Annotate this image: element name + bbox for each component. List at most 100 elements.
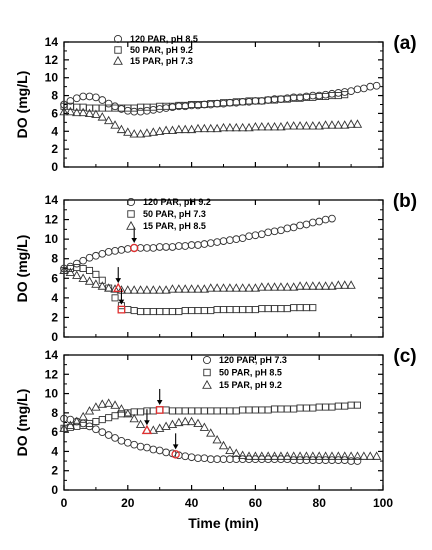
data-point	[92, 418, 100, 426]
data-point	[110, 120, 120, 129]
data-point	[97, 281, 107, 290]
data-point	[143, 443, 151, 452]
data-point	[116, 124, 127, 134]
y-axis-title: DO (mg/L)	[14, 71, 30, 139]
data-point	[314, 451, 324, 460]
legend-marker	[114, 46, 122, 54]
data-point	[264, 228, 273, 237]
data-point	[244, 451, 254, 460]
data-point	[276, 451, 286, 460]
x-tick-label: 20	[121, 496, 135, 510]
data-point	[142, 128, 152, 137]
data-point	[186, 284, 197, 293]
data-point	[104, 99, 113, 108]
data-point	[328, 89, 336, 98]
data-point	[232, 407, 240, 415]
data-point	[212, 283, 222, 292]
x-tick-label: 80	[313, 496, 327, 510]
panel-label: (a)	[393, 33, 416, 54]
data-point	[174, 242, 183, 250]
data-point	[79, 421, 87, 429]
data-point	[167, 125, 178, 134]
data-point	[161, 421, 171, 430]
data-point	[111, 102, 119, 111]
data-point	[167, 419, 178, 429]
data-point	[353, 401, 361, 409]
data-point	[155, 446, 164, 455]
data-point	[149, 407, 157, 415]
data-point	[149, 244, 158, 252]
data-point	[289, 223, 298, 232]
data-point	[193, 418, 203, 428]
highlighted-point	[129, 243, 139, 253]
y-tick-label: 14	[45, 35, 59, 49]
legend-marker	[127, 210, 135, 218]
data-point	[269, 121, 280, 131]
data-point	[301, 281, 312, 290]
x-tick-label: 0	[61, 496, 68, 510]
data-point	[314, 281, 324, 290]
data-point	[111, 104, 119, 112]
data-point	[186, 124, 197, 134]
legend-label: 50 PAR, pH 9.2	[130, 45, 193, 55]
data-point	[206, 123, 216, 133]
data-point	[130, 440, 139, 449]
data-point	[231, 122, 241, 132]
data-point	[226, 306, 234, 314]
y-tick-label: 2	[51, 464, 58, 478]
data-point	[174, 417, 184, 427]
data-point	[301, 121, 312, 130]
y-tick-label: 14	[45, 348, 59, 362]
data-point	[315, 403, 323, 411]
data-point	[264, 305, 272, 313]
data-point	[168, 308, 176, 316]
y-tick-label: 2	[51, 142, 58, 156]
legend-label: 120 PAR, pH 9.2	[143, 197, 211, 207]
data-point	[206, 455, 215, 463]
data-point	[213, 407, 221, 415]
data-point	[156, 406, 164, 414]
panel-label: (c)	[393, 346, 416, 367]
data-point	[111, 434, 119, 442]
data-point	[174, 284, 184, 293]
data-point	[59, 106, 69, 116]
data-point	[181, 242, 190, 250]
data-point	[129, 285, 139, 294]
y-tick-label: 10	[45, 387, 59, 401]
data-point	[321, 456, 330, 464]
data-point	[245, 306, 253, 314]
data-point	[366, 82, 375, 91]
data-point	[212, 435, 222, 444]
data-point	[199, 422, 210, 431]
data-point	[103, 398, 114, 407]
data-point	[104, 248, 113, 256]
data-point	[85, 92, 94, 101]
data-point	[346, 280, 356, 289]
data-point	[302, 304, 310, 312]
data-point	[277, 405, 285, 413]
annotation-arrow-head	[131, 237, 137, 243]
data-point	[72, 94, 81, 103]
data-point	[328, 214, 336, 223]
data-point	[162, 104, 170, 112]
data-point	[123, 408, 133, 418]
data-point	[237, 283, 248, 292]
data-point	[302, 456, 311, 464]
y-tick-label: 12	[45, 53, 59, 67]
y-tick-label: 8	[51, 89, 58, 103]
data-point	[162, 308, 170, 316]
data-point	[244, 122, 254, 132]
y-tick-label: 4	[51, 124, 58, 138]
data-point	[206, 283, 216, 292]
data-point	[136, 442, 145, 451]
data-point	[296, 221, 304, 230]
x-tick-label: 100	[373, 496, 393, 510]
legend-marker	[203, 368, 211, 377]
data-point	[206, 428, 216, 437]
y-tick-label: 4	[51, 444, 58, 458]
data-point	[271, 305, 279, 313]
data-point	[238, 97, 247, 106]
data-point	[301, 451, 312, 460]
data-point	[283, 405, 291, 413]
y-tick-label: 6	[51, 425, 58, 439]
